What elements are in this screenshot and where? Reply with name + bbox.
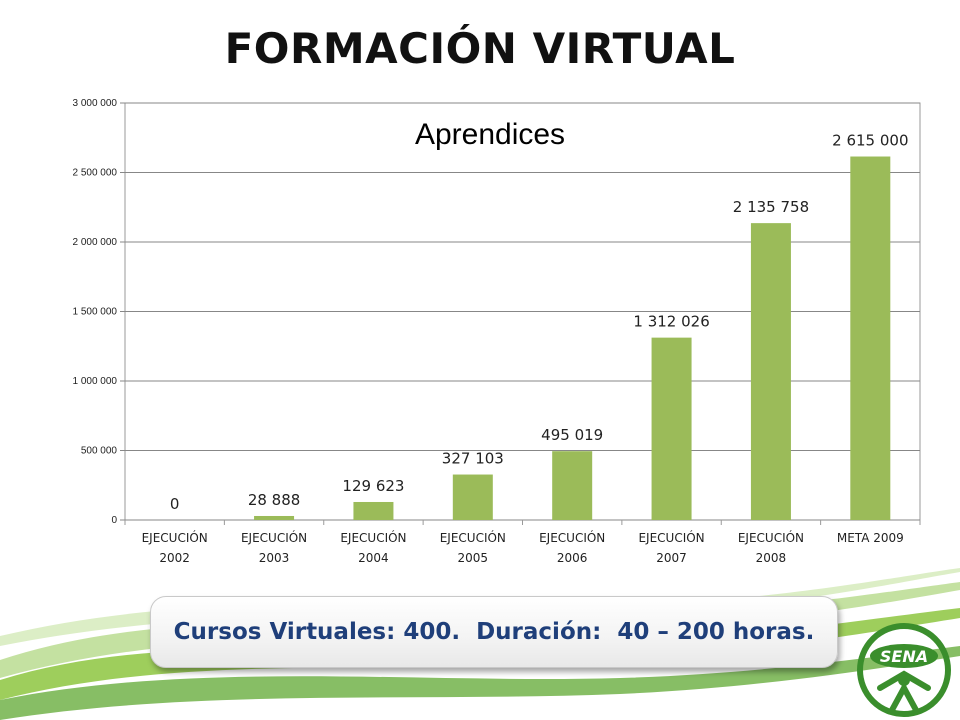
x-tick-label: 2002	[159, 551, 190, 565]
data-label: 495 019	[541, 426, 603, 444]
x-tick-label: 2008	[756, 551, 787, 565]
bar	[850, 156, 891, 520]
data-label: 1 312 026	[633, 313, 709, 331]
x-tick-label: EJECUCIÓN	[638, 530, 704, 545]
slide-title: FORMACIÓN VIRTUAL	[224, 24, 736, 73]
data-label: 2 615 000	[832, 132, 908, 150]
bar	[452, 474, 493, 520]
chart-title: Aprendices	[415, 118, 565, 151]
logo-text: SENA	[880, 647, 928, 666]
data-label: 327 103	[442, 450, 504, 468]
data-label: 28 888	[248, 491, 301, 509]
bar	[552, 451, 593, 520]
bar	[750, 223, 791, 520]
bar	[254, 515, 295, 520]
y-tick-label: 0	[111, 515, 117, 526]
x-tick-label: 2003	[259, 551, 290, 565]
footer-text: Cursos Virtuales: 400. Duración: 40 – 20…	[173, 619, 815, 645]
y-tick-label: 2 000 000	[73, 237, 118, 248]
x-tick-label: 2005	[458, 551, 489, 565]
y-tick-label: 1 500 000	[73, 307, 118, 318]
y-tick-label: 2 500 000	[73, 168, 118, 179]
x-tick-label: 2006	[557, 551, 588, 565]
bar	[651, 337, 692, 520]
sena-logo-icon: SENA	[857, 623, 951, 717]
x-tick-label: 2004	[358, 551, 389, 565]
x-tick-label: EJECUCIÓN	[539, 530, 605, 545]
x-tick-label: 2007	[656, 551, 687, 565]
y-tick-label: 3 000 000	[73, 98, 118, 109]
x-tick-label: META 2009	[837, 531, 904, 545]
bar-chart: 0 500 000 1 000 000 1 500 000 2 000 000 2 500…	[73, 98, 921, 565]
y-tick-label: 500 000	[81, 446, 118, 457]
data-label: 129 623	[342, 477, 404, 495]
x-tick-label: EJECUCIÓN	[738, 530, 804, 545]
data-label: 2 135 758	[733, 198, 809, 216]
y-tick-label: 1 000 000	[73, 376, 118, 387]
x-tick-label: EJECUCIÓN	[241, 530, 307, 545]
x-tick-label: EJECUCIÓN	[142, 530, 208, 545]
x-tick-label: EJECUCIÓN	[340, 530, 406, 545]
bar	[353, 501, 394, 520]
footer-banner: Cursos Virtuales: 400. Duración: 40 – 20…	[150, 596, 838, 668]
data-label: 0	[170, 495, 180, 513]
x-tick-label: EJECUCIÓN	[440, 530, 506, 545]
